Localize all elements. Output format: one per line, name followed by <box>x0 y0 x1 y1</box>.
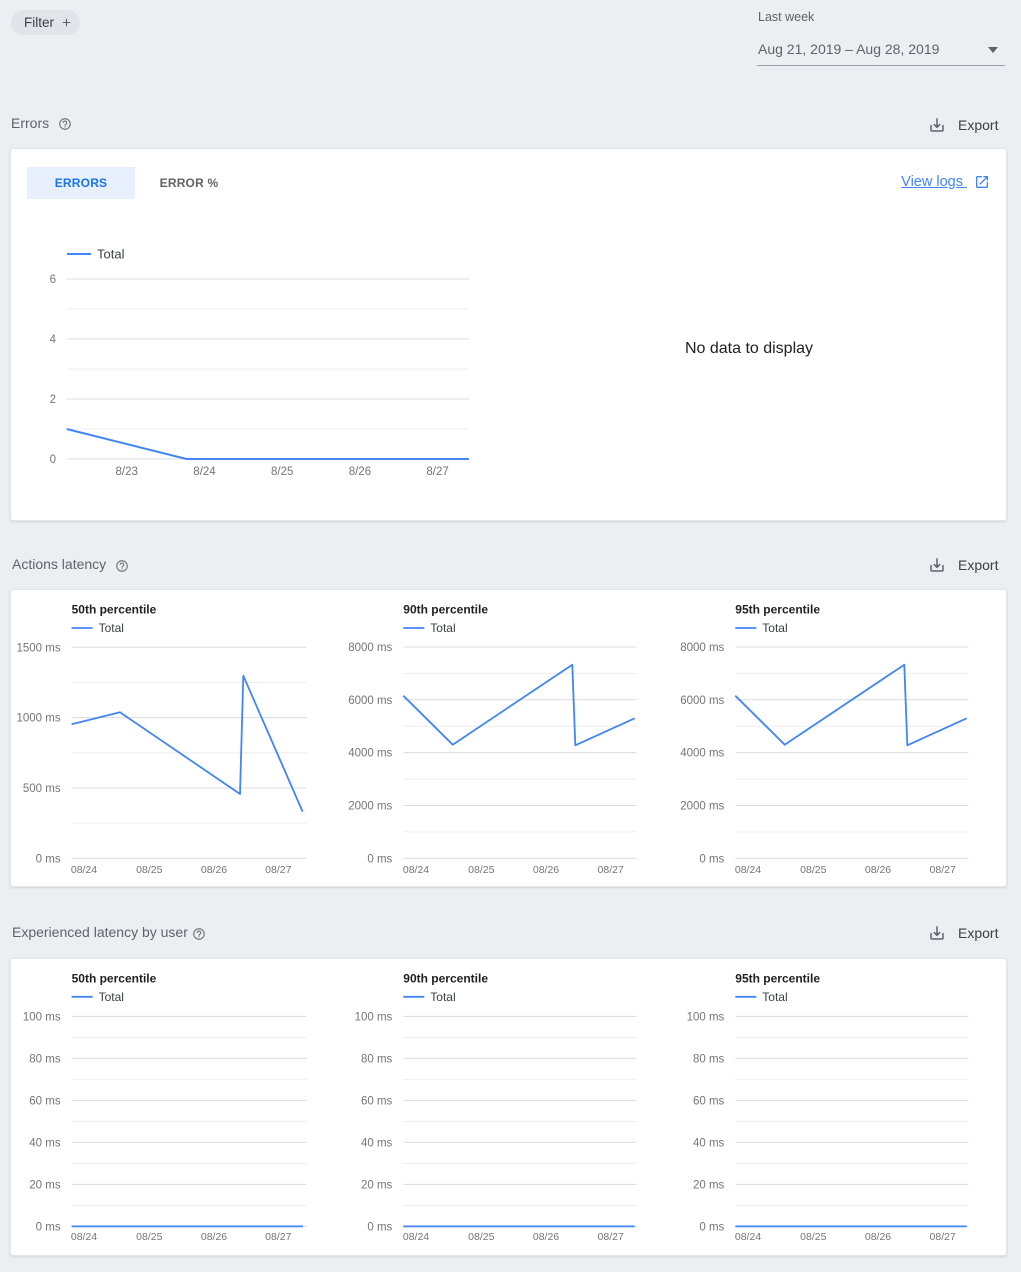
svg-text:0 ms: 0 ms <box>699 853 724 865</box>
svg-text:8000 ms: 8000 ms <box>348 642 392 654</box>
svg-text:0 ms: 0 ms <box>699 1221 724 1233</box>
svg-text:0 ms: 0 ms <box>367 1221 392 1233</box>
svg-text:08/26: 08/26 <box>201 864 227 876</box>
svg-text:20 ms: 20 ms <box>693 1179 725 1191</box>
svg-text:08/27: 08/27 <box>265 1231 291 1243</box>
svg-text:08/27: 08/27 <box>598 864 624 876</box>
svg-text:50th percentile: 50th percentile <box>72 603 157 617</box>
svg-text:Total: Total <box>430 990 455 1004</box>
svg-text:0 ms: 0 ms <box>367 853 392 865</box>
svg-text:Total: Total <box>762 990 787 1004</box>
svg-text:Total: Total <box>762 621 787 635</box>
svg-text:4000 ms: 4000 ms <box>680 748 724 760</box>
svg-text:80 ms: 80 ms <box>29 1053 61 1065</box>
svg-text:2000 ms: 2000 ms <box>680 801 724 813</box>
svg-text:8/25: 8/25 <box>271 466 293 478</box>
svg-text:08/25: 08/25 <box>136 1231 162 1243</box>
svg-text:80 ms: 80 ms <box>693 1053 725 1065</box>
svg-text:8/27: 8/27 <box>426 466 448 478</box>
svg-text:60 ms: 60 ms <box>361 1095 393 1107</box>
svg-text:0: 0 <box>50 454 56 466</box>
svg-text:40 ms: 40 ms <box>361 1137 393 1149</box>
svg-text:08/27: 08/27 <box>265 864 291 876</box>
svg-text:95th percentile: 95th percentile <box>735 603 820 617</box>
svg-text:80 ms: 80 ms <box>361 1053 393 1065</box>
svg-text:08/24: 08/24 <box>71 864 97 876</box>
svg-text:08/26: 08/26 <box>201 1231 227 1243</box>
svg-text:08/24: 08/24 <box>403 864 429 876</box>
svg-text:8/26: 8/26 <box>349 466 371 478</box>
svg-text:08/26: 08/26 <box>865 1231 891 1243</box>
svg-text:1500 ms: 1500 ms <box>16 642 60 654</box>
svg-text:90th percentile: 90th percentile <box>403 603 488 617</box>
svg-text:4: 4 <box>50 334 57 346</box>
svg-text:100 ms: 100 ms <box>355 1011 393 1023</box>
svg-text:08/27: 08/27 <box>598 1231 624 1243</box>
svg-text:6: 6 <box>50 274 56 286</box>
svg-text:0 ms: 0 ms <box>36 1221 61 1233</box>
svg-text:Total: Total <box>430 621 455 635</box>
svg-text:08/27: 08/27 <box>930 864 956 876</box>
svg-text:08/27: 08/27 <box>930 1231 956 1243</box>
svg-text:08/25: 08/25 <box>800 864 826 876</box>
svg-text:95th percentile: 95th percentile <box>735 972 820 986</box>
svg-text:08/25: 08/25 <box>136 864 162 876</box>
svg-text:08/26: 08/26 <box>865 864 891 876</box>
svg-text:90th percentile: 90th percentile <box>403 972 488 986</box>
svg-text:1000 ms: 1000 ms <box>16 713 60 725</box>
svg-text:08/26: 08/26 <box>533 864 559 876</box>
svg-text:60 ms: 60 ms <box>693 1095 725 1107</box>
svg-text:100 ms: 100 ms <box>23 1011 61 1023</box>
svg-text:8000 ms: 8000 ms <box>680 642 724 654</box>
svg-text:08/24: 08/24 <box>71 1231 97 1243</box>
svg-text:2000 ms: 2000 ms <box>348 801 392 813</box>
svg-text:50th percentile: 50th percentile <box>72 972 157 986</box>
svg-text:Total: Total <box>97 247 125 262</box>
svg-text:08/25: 08/25 <box>800 1231 826 1243</box>
svg-text:40 ms: 40 ms <box>29 1137 61 1149</box>
svg-text:8/23: 8/23 <box>116 466 138 478</box>
svg-text:08/25: 08/25 <box>468 864 494 876</box>
svg-text:8/24: 8/24 <box>193 466 216 478</box>
svg-text:6000 ms: 6000 ms <box>348 695 392 707</box>
svg-text:08/25: 08/25 <box>468 1231 494 1243</box>
svg-text:0 ms: 0 ms <box>36 853 61 865</box>
svg-text:20 ms: 20 ms <box>361 1179 393 1191</box>
svg-text:100 ms: 100 ms <box>687 1011 725 1023</box>
svg-text:08/24: 08/24 <box>403 1231 429 1243</box>
svg-text:500 ms: 500 ms <box>23 783 61 795</box>
svg-text:Total: Total <box>99 990 124 1004</box>
svg-text:20 ms: 20 ms <box>29 1179 61 1191</box>
svg-text:08/26: 08/26 <box>533 1231 559 1243</box>
svg-text:40 ms: 40 ms <box>693 1137 725 1149</box>
svg-text:08/24: 08/24 <box>735 1231 761 1243</box>
svg-text:2: 2 <box>50 394 56 406</box>
svg-text:4000 ms: 4000 ms <box>348 748 392 760</box>
svg-text:6000 ms: 6000 ms <box>680 695 724 707</box>
svg-text:Total: Total <box>99 621 124 635</box>
svg-text:60 ms: 60 ms <box>29 1095 61 1107</box>
svg-text:08/24: 08/24 <box>735 864 761 876</box>
